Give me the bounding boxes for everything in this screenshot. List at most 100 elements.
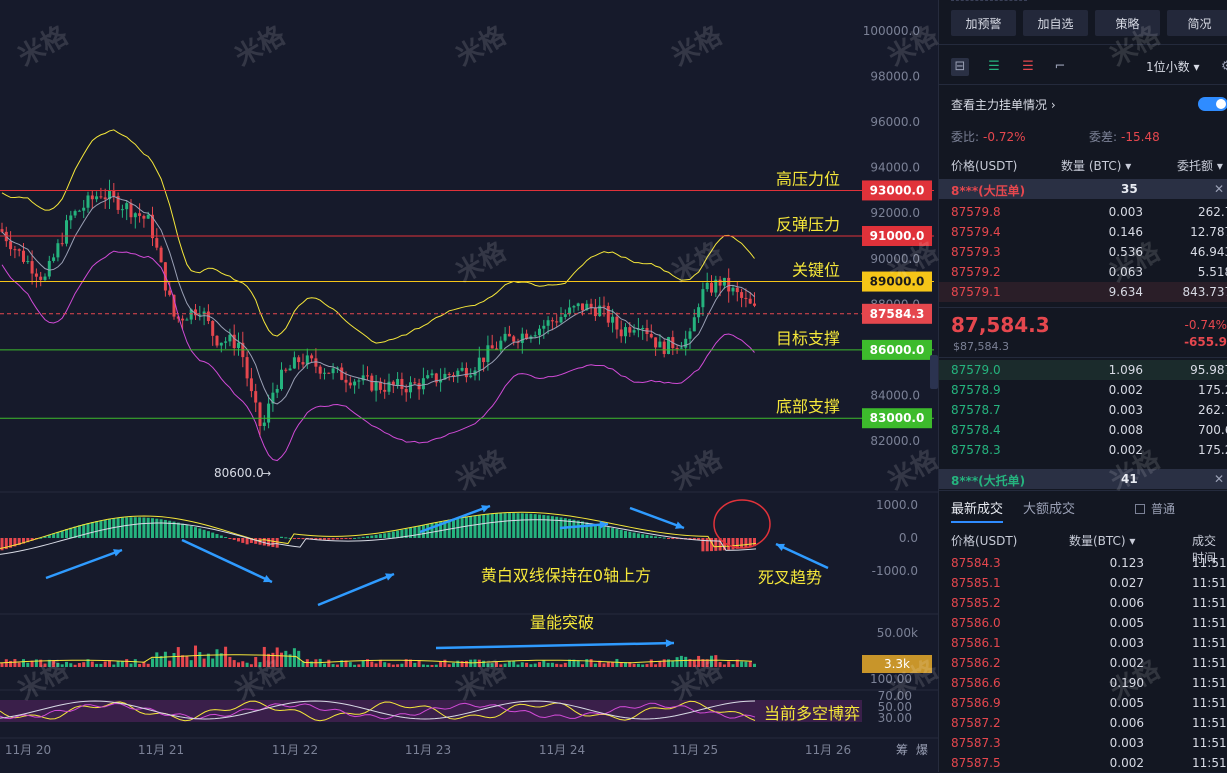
bid-row[interactable]: 87578.9 0.002 175.20 — [951, 380, 1227, 400]
volume-bar — [576, 660, 580, 667]
macd-bar — [4, 538, 8, 550]
right-panel: 加预警 加自选 策略 简况 ⊟ ☰ ☰ ⌐ 1位小数 ▾ ⚙ 查看主力挂单情况 … — [938, 0, 1227, 772]
volume-tag-value: 3.3k — [884, 657, 910, 671]
total-header[interactable]: 委托额 ▾ — [1177, 159, 1223, 173]
volume-bar — [710, 655, 713, 667]
wei-cha-label: 委差: — [1089, 130, 1118, 144]
candle-body — [538, 328, 541, 336]
ask-qty: 0.063 — [1108, 265, 1143, 279]
macd-bar — [503, 513, 507, 538]
both-sides-view-icon[interactable]: ⊟ — [951, 58, 969, 76]
add-alert-button[interactable]: 加预警 — [951, 10, 1016, 36]
ask-row[interactable]: 87579.4 0.146 12.787K — [951, 222, 1227, 242]
candle-body — [310, 355, 314, 359]
macd-bar — [86, 523, 90, 538]
trade-qty-header[interactable]: 数量(BTC) ▾ — [1069, 534, 1136, 548]
candle-body — [22, 250, 25, 262]
candle-body — [387, 381, 391, 392]
candle-body — [460, 367, 464, 371]
asks-view-icon[interactable]: ☰ — [1022, 59, 1034, 74]
price-change-pct: -0.74% — [1184, 318, 1227, 332]
macd-axis-label: -1000.0 — [872, 564, 918, 578]
bid-row[interactable]: 87578.3 0.002 175.20 — [951, 440, 1227, 460]
decimal-select[interactable]: 1位小数 ▾ — [1146, 60, 1200, 74]
level-tag — [862, 271, 932, 292]
bids-view-icon[interactable]: ☰ — [988, 59, 1000, 74]
volume-bar — [443, 659, 447, 667]
tab-large-trades[interactable]: 大额成交 — [1023, 502, 1076, 517]
candle-body — [413, 382, 417, 384]
lower-band-line — [1, 250, 755, 462]
candle-body — [116, 196, 120, 210]
macd-bar — [611, 528, 615, 538]
macd-bar — [323, 538, 326, 540]
last-price: 87,584.3 — [951, 313, 1050, 337]
overview-button[interactable]: 简况 — [1167, 10, 1227, 36]
ask-row[interactable]: 87579.1 9.634 843.737K — [939, 282, 1227, 302]
macd-bar — [69, 527, 73, 538]
candle-body — [361, 375, 365, 381]
ask-total: 262.70 — [1198, 205, 1227, 219]
chart-area[interactable]: 100000.0 98000.0 96000.0 94000.0 92000.0 9000… — [0, 0, 938, 772]
rsi-line — [0, 702, 756, 720]
volume-bar — [77, 663, 81, 667]
candle-body — [331, 368, 335, 374]
macd-bar — [275, 538, 279, 548]
macd-bar — [490, 513, 494, 538]
volume-bar — [284, 650, 288, 667]
candle-body — [697, 307, 701, 318]
settings-gear-icon[interactable]: ⚙ — [1221, 59, 1227, 74]
upper-band-line — [1, 129, 755, 344]
ask-row[interactable]: 87579.2 0.063 5.518K — [951, 262, 1227, 282]
volume-bar — [129, 663, 133, 667]
candle-body — [95, 196, 99, 200]
trade-time: 11:51:06 — [1192, 616, 1227, 630]
depth-view-icon[interactable]: ⌐ — [1054, 59, 1066, 74]
normal-checkbox[interactable]: 普通 — [1135, 500, 1175, 517]
bid-row[interactable]: 87579.0 1.096 95.987K — [939, 360, 1227, 380]
volume-bar — [456, 660, 460, 667]
add-watchlist-button[interactable]: 加自选 — [1023, 10, 1088, 36]
macd-bar — [641, 534, 645, 538]
volume-bar — [56, 663, 60, 667]
volume-bar — [417, 660, 421, 667]
volume-bar — [409, 659, 412, 667]
candle-body — [305, 355, 309, 365]
candle-body — [181, 318, 185, 321]
macd-bar — [581, 521, 584, 538]
volume-bar — [26, 662, 30, 667]
macd-bar — [598, 525, 602, 538]
ask-row[interactable]: 87579.8 0.003 262.70 — [951, 202, 1227, 222]
trade-price: 87585.1 — [951, 576, 1001, 590]
close-icon[interactable]: ✕ — [1214, 472, 1225, 486]
candle-body — [275, 388, 279, 393]
macd-bar — [469, 516, 473, 538]
candle-body — [744, 297, 748, 299]
main-force-toggle[interactable] — [1198, 97, 1227, 111]
macd-bar — [138, 517, 142, 538]
trade-qty: 0.005 — [1109, 616, 1144, 630]
qty-header[interactable]: 数量 (BTC) ▾ — [1061, 159, 1132, 173]
volume-bar — [748, 661, 752, 667]
volume-bar — [17, 662, 21, 667]
trade-time-header: 成交时间 — [1192, 534, 1217, 565]
ask-row[interactable]: 87579.3 0.536 46.943K — [951, 242, 1227, 262]
candle-body — [82, 207, 86, 211]
tab-latest-trades[interactable]: 最新成交 — [951, 498, 1004, 523]
big-buy-order-row[interactable]: 8***(大托单) 41 ✕ — [939, 469, 1227, 489]
macd-bar — [632, 532, 636, 538]
bid-row[interactable]: 87578.7 0.003 262.70 — [951, 400, 1227, 420]
price-chart[interactable]: 100000.0 98000.0 96000.0 94000.0 92000.0 9000… — [0, 0, 938, 772]
volume-bar — [667, 659, 670, 667]
candle-body — [159, 247, 163, 263]
big-sell-order-row[interactable]: 8***(大压单) 35 ✕ — [939, 179, 1227, 199]
close-icon[interactable]: ✕ — [1214, 182, 1225, 196]
main-force-link[interactable]: 查看主力挂单情况 › — [951, 98, 1056, 112]
checkbox-box[interactable] — [1135, 504, 1145, 514]
strategy-button[interactable]: 策略 — [1095, 10, 1160, 36]
current-price-value: 87584.3 — [870, 307, 925, 321]
candle-body — [301, 362, 305, 365]
panel-resize-handle[interactable] — [930, 355, 938, 389]
bid-row[interactable]: 87578.4 0.008 700.60 — [951, 420, 1227, 440]
volume-bar — [172, 653, 176, 667]
